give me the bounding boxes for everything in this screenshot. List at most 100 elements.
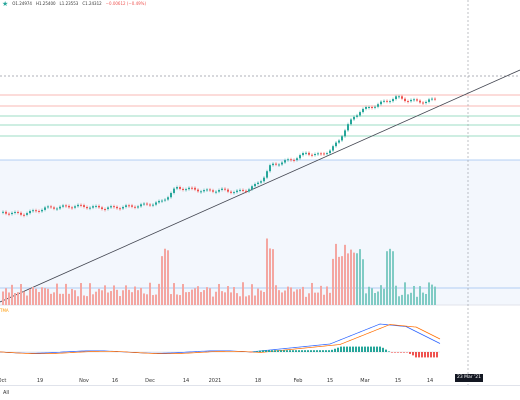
macd-histogram-bar <box>262 350 264 352</box>
volume-bar <box>113 285 115 305</box>
volume-bar <box>290 287 292 305</box>
candle <box>50 206 52 208</box>
volume-bar <box>293 291 295 305</box>
candle <box>197 189 199 192</box>
candle <box>413 99 415 101</box>
candle <box>116 206 118 209</box>
volume-bar <box>122 290 124 305</box>
macd-histogram-bar <box>253 351 255 353</box>
macd-line <box>0 323 441 354</box>
volume-bar <box>371 288 373 305</box>
volume-bar <box>104 285 106 305</box>
volume-bar <box>341 256 343 305</box>
macd-histogram-bar <box>415 352 417 358</box>
volume-bar <box>212 296 214 305</box>
volume-bar <box>245 296 247 305</box>
volume-bar <box>203 290 205 305</box>
candle <box>425 101 427 104</box>
volume-bar <box>8 292 10 305</box>
candle <box>206 189 208 191</box>
star-icon[interactable]: ★ <box>2 0 9 8</box>
volume-bar <box>242 282 244 305</box>
volume-bar <box>197 286 199 305</box>
volume-bar <box>365 293 367 305</box>
volume-bar <box>278 290 280 305</box>
volume-bar <box>56 283 58 305</box>
volume-bar <box>194 288 196 305</box>
volume-bar <box>173 283 175 305</box>
candle <box>233 192 235 194</box>
macd-histogram-bar <box>352 346 354 352</box>
volume-bar <box>431 284 433 305</box>
volume-bar <box>329 292 331 305</box>
volume-bar <box>299 289 301 305</box>
volume-bar <box>200 292 202 305</box>
candle <box>329 150 331 154</box>
macd-histogram-bar <box>343 346 345 352</box>
range-all-button[interactable]: All <box>3 390 10 396</box>
volume-bar <box>149 282 151 305</box>
volume-bar <box>419 286 421 305</box>
candle <box>92 206 94 208</box>
candle <box>212 190 214 192</box>
volume-bar <box>92 294 94 305</box>
candle <box>359 112 361 116</box>
candle <box>173 188 175 193</box>
candle <box>311 154 313 156</box>
candle <box>380 101 382 105</box>
candle <box>392 99 394 102</box>
macd-histogram-bar <box>256 351 258 352</box>
volume-bar <box>218 283 220 305</box>
candle <box>257 182 259 185</box>
volume-bar <box>77 296 79 305</box>
ohlc-change: −0.00612 (−0.49%) <box>105 1 147 6</box>
candle <box>323 153 325 155</box>
candle <box>152 204 154 206</box>
volume-bar <box>131 292 133 305</box>
candle <box>122 206 124 209</box>
macd-histogram-bar <box>328 350 330 352</box>
candle <box>176 187 178 189</box>
candle <box>230 191 232 193</box>
candle <box>47 206 49 208</box>
volume-bar <box>350 249 352 305</box>
x-axis-label: 15 <box>395 378 401 384</box>
volume-bar <box>134 286 136 305</box>
candle <box>395 96 397 100</box>
volume-bar <box>62 293 64 305</box>
macd-histogram-bar <box>310 350 312 352</box>
volume-bar <box>377 291 379 305</box>
candle <box>20 212 22 215</box>
candle <box>410 99 412 102</box>
volume-bar <box>224 292 226 305</box>
candle <box>251 186 253 190</box>
volume-bar <box>227 286 229 305</box>
volume-bar <box>26 295 28 305</box>
indicator-pane <box>0 323 441 358</box>
candle <box>398 96 400 98</box>
volume-bars <box>2 238 436 305</box>
volume-bar <box>23 291 25 305</box>
macd-histogram-bar <box>286 350 288 352</box>
volume-bar <box>116 289 118 305</box>
volume-bar <box>221 291 223 305</box>
volume-bar <box>311 282 313 305</box>
x-axis-label: 15 <box>327 378 333 384</box>
candle <box>158 200 160 203</box>
macd-histogram-bar <box>301 350 303 352</box>
macd-histogram-bar <box>361 346 363 352</box>
candle <box>98 205 100 208</box>
macd-histogram-bar <box>265 350 267 352</box>
candle <box>221 188 223 190</box>
candle <box>14 211 16 213</box>
candle <box>161 200 163 202</box>
volume-bar <box>383 288 385 305</box>
candle <box>350 119 352 125</box>
volume-pane-bg <box>0 160 520 305</box>
volume-bar <box>401 294 403 305</box>
candle <box>374 106 376 108</box>
macd-histogram-bar <box>280 350 282 352</box>
macd-histogram-bar <box>325 350 327 352</box>
candle <box>5 211 7 214</box>
